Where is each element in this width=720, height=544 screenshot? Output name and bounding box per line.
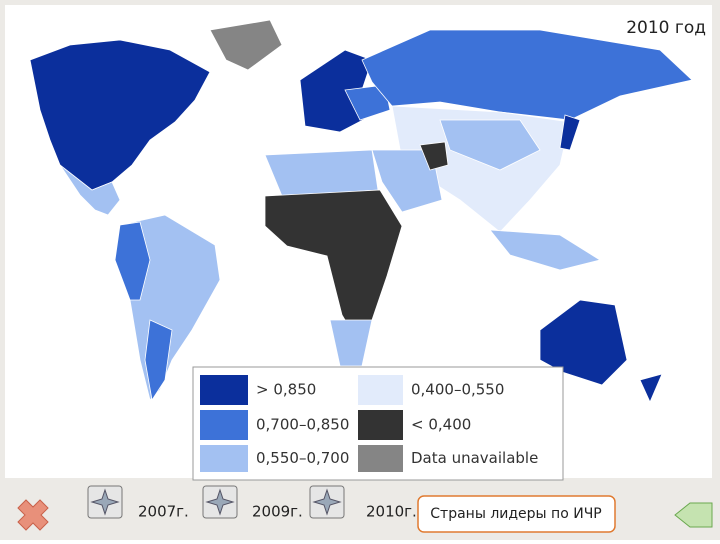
legend-label: 0,400–0,550 <box>411 381 504 399</box>
back-button[interactable] <box>674 502 713 528</box>
legend-swatch <box>200 445 248 472</box>
legend-swatch <box>358 445 403 472</box>
world-map <box>29 19 693 403</box>
close-button[interactable] <box>17 499 49 531</box>
year-button[interactable]: 2009г. <box>202 485 303 521</box>
legend-swatch <box>200 410 248 440</box>
leaders-link[interactable]: Страны лидеры по ИЧР <box>417 495 616 533</box>
legend-label: 0,550–0,700 <box>256 449 349 467</box>
legend-label: 0,700–0,850 <box>256 416 349 434</box>
button-label: 2007г. <box>138 503 189 521</box>
link-box <box>417 495 616 533</box>
link-label: Страны лидеры по ИЧР <box>430 506 601 522</box>
legend-label: < 0,400 <box>411 416 471 434</box>
button-star <box>90 488 120 516</box>
legend-swatch <box>200 375 248 405</box>
legend-label: Data unavailable <box>411 449 538 467</box>
legend-swatch <box>358 375 403 405</box>
legend-label: > 0,850 <box>256 381 316 399</box>
year-button[interactable]: 2007г. <box>87 485 189 521</box>
button-label: 2009г. <box>252 503 303 521</box>
navigation: 2007г. 2009г. 2010г. Страны лидеры по ИЧР <box>87 485 616 533</box>
button-star <box>312 488 342 516</box>
map-title: 2010 год <box>626 18 706 38</box>
legend-swatch <box>358 410 403 440</box>
button-label: 2010г. <box>366 503 417 521</box>
legend: > 0,850 0,700–0,850 0,550–0,700 0,400–0,550… <box>192 366 564 481</box>
button-star <box>205 488 235 516</box>
year-button[interactable]: 2010г. <box>309 485 417 521</box>
